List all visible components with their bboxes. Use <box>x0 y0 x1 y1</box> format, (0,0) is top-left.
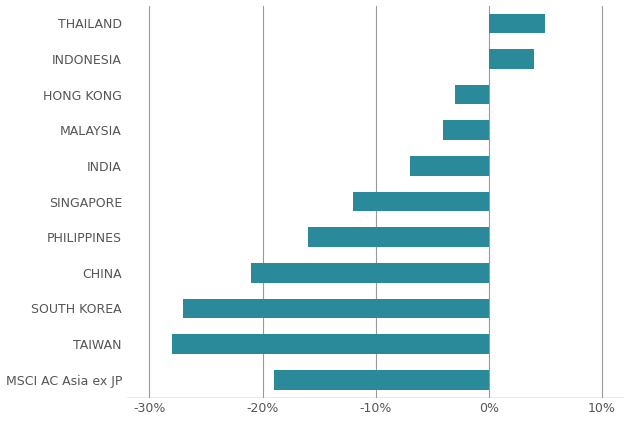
Bar <box>410 156 489 176</box>
Bar <box>274 370 489 389</box>
Bar <box>489 49 534 69</box>
Bar <box>489 13 546 33</box>
Bar <box>444 120 489 140</box>
Bar <box>172 334 489 354</box>
Bar <box>455 85 489 104</box>
Bar <box>251 263 489 282</box>
Bar <box>308 227 489 247</box>
Bar <box>183 298 489 318</box>
Bar <box>353 192 489 211</box>
